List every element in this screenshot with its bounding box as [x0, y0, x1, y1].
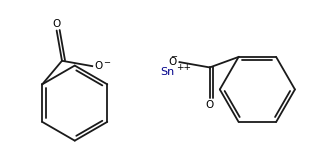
Text: O: O [169, 57, 177, 67]
Text: −: − [170, 53, 177, 62]
Text: O: O [53, 19, 61, 29]
Text: −: − [103, 58, 110, 67]
Text: ++: ++ [176, 63, 191, 72]
Text: O: O [206, 100, 214, 110]
Text: O: O [95, 61, 103, 71]
Text: Sn: Sn [160, 67, 174, 77]
